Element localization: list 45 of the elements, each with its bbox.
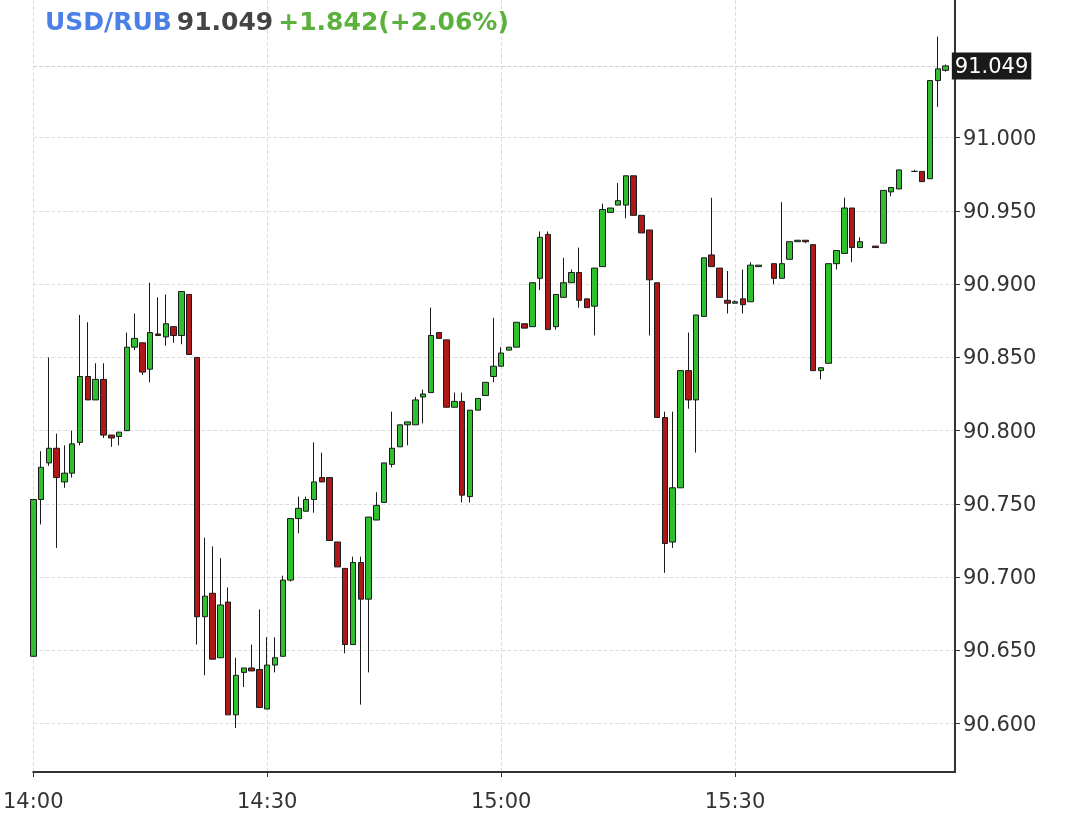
- y-tick-label: 90.750: [963, 491, 1037, 516]
- y-tick-label: 90.950: [963, 198, 1037, 223]
- candlestick: [716, 267, 723, 298]
- candlestick: [233, 657, 239, 729]
- x-tick-label: 15:00: [470, 788, 532, 813]
- candlestick: [537, 230, 543, 291]
- y-tick-label: 90.800: [963, 418, 1037, 443]
- candlestick: [155, 296, 161, 336]
- candlestick: [342, 567, 348, 654]
- chart-title: USD/RUB 91.049 +1.842(+2.06%): [45, 7, 509, 36]
- x-tick-label: 15:30: [704, 788, 766, 813]
- candlestick: [272, 636, 278, 673]
- x-tick-label: 14:30: [236, 788, 298, 813]
- candlestick: [771, 263, 777, 285]
- y-tick-label: 90.650: [963, 638, 1037, 663]
- candlestick: [896, 169, 902, 190]
- candlestick: [334, 541, 341, 568]
- candlestick: [654, 282, 660, 418]
- candlestick: [818, 367, 824, 380]
- candlestick: [420, 389, 426, 424]
- candlestick: [381, 462, 387, 503]
- candlestick: [927, 80, 933, 180]
- candlestick: [779, 201, 785, 279]
- candlestick: [389, 411, 395, 468]
- candlestick: [810, 244, 816, 372]
- candlestick: [475, 397, 481, 411]
- candlestick: [872, 245, 879, 249]
- candlestick: [545, 230, 551, 331]
- y-tick-label: 90.850: [963, 345, 1037, 370]
- x-tick-label: 14:00: [2, 788, 64, 813]
- y-tick-label: 90.600: [963, 711, 1037, 736]
- candlestick: [436, 332, 442, 339]
- y-tick-label: 91.000: [963, 125, 1037, 150]
- candlestick: [857, 236, 863, 249]
- candlestick: [467, 409, 473, 503]
- candlestick: [482, 381, 489, 397]
- candlestick: [615, 182, 621, 206]
- y-tick-label: 90.900: [963, 272, 1037, 297]
- candlestick: [350, 556, 356, 646]
- candlestick: [194, 356, 200, 646]
- y-tick-label: 90.700: [963, 565, 1037, 590]
- candlestick: [311, 441, 317, 514]
- candlestick: [428, 307, 434, 394]
- ref-line-label: 91.049: [954, 53, 1029, 78]
- candlestick: [77, 314, 83, 446]
